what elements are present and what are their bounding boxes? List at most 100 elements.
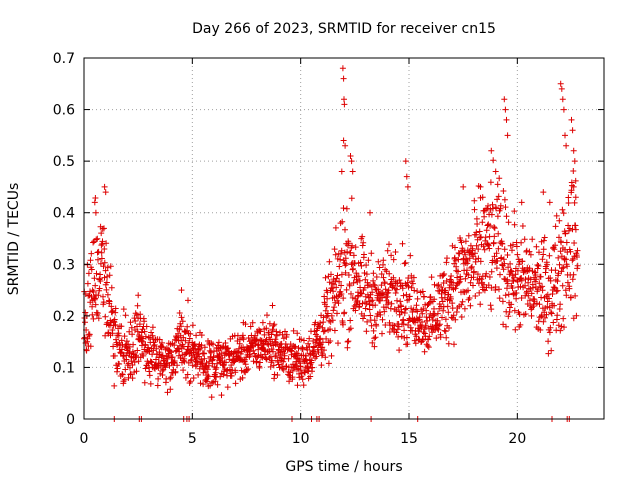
data-point: [379, 330, 385, 337]
data-point: [290, 327, 297, 334]
data-point: [554, 278, 561, 285]
data-point: [518, 239, 525, 246]
data-point: [372, 302, 379, 309]
data-point: [123, 356, 130, 363]
data-point: [452, 285, 459, 292]
data-point: [460, 255, 467, 262]
data-point: [390, 256, 397, 263]
data-point: [412, 340, 419, 347]
data-point: [277, 351, 284, 358]
data-point: [149, 332, 156, 339]
data-point: [561, 324, 567, 331]
data-point: [347, 249, 354, 256]
data-point: [341, 96, 347, 103]
data-point: [493, 265, 500, 272]
data-point: [408, 305, 415, 312]
data-point: [522, 282, 528, 289]
data-point: [195, 371, 202, 378]
data-point: [154, 382, 161, 389]
y-tick-label: 0.1: [53, 360, 75, 376]
data-point: [440, 280, 447, 286]
data-point: [339, 65, 346, 72]
data-point: [484, 241, 491, 248]
data-point: [369, 339, 376, 346]
data-point: [564, 263, 571, 270]
data-point: [352, 244, 359, 251]
data-point: [371, 317, 378, 324]
data-point: [228, 372, 235, 379]
data-point: [426, 333, 433, 340]
data-point: [252, 332, 259, 339]
data-point: [350, 252, 357, 259]
data-point: [398, 303, 405, 310]
data-point: [164, 389, 171, 396]
data-point: [88, 250, 95, 257]
data-point: [485, 282, 492, 289]
data-point: [87, 257, 94, 264]
data-point: [343, 205, 350, 212]
data-point: [108, 303, 115, 310]
data-point: [563, 142, 570, 149]
data-point: [533, 243, 540, 250]
data-point: [338, 282, 345, 289]
data-point: [401, 260, 408, 267]
data-point: [570, 255, 577, 262]
data-point: [381, 308, 388, 315]
data-point: [555, 254, 562, 261]
plot-frame: [83, 57, 605, 420]
data-point: [572, 194, 579, 201]
data-point: [336, 263, 343, 270]
data-point: [470, 253, 477, 260]
data-point: [550, 319, 557, 326]
data-point: [371, 343, 378, 350]
data-point: [335, 300, 342, 307]
x-tick-label: 15: [400, 431, 418, 447]
data-point: [434, 310, 441, 317]
data-point: [403, 334, 410, 341]
data-point: [436, 321, 443, 328]
tick-labels-layer: 0 0.1 0.2 0.3 0.4 0.5 0.6 0.7 0 5 10 15 20: [53, 51, 527, 447]
data-point: [171, 342, 178, 349]
data-point: [268, 331, 275, 338]
x-axis-label: GPS time / hours: [285, 459, 402, 475]
data-point: [443, 334, 450, 341]
data-point: [465, 287, 471, 294]
data-point: [109, 330, 116, 337]
data-point: [491, 253, 498, 260]
data-point: [552, 267, 559, 274]
data-point: [471, 197, 478, 204]
data-point: [136, 321, 143, 328]
data-point: [439, 314, 445, 321]
data-point: [198, 332, 205, 339]
data-point: [539, 287, 546, 294]
data-point: [122, 312, 129, 319]
data-point: [559, 96, 566, 103]
data-point: [535, 263, 542, 269]
data-point: [390, 274, 397, 281]
data-point: [393, 329, 400, 336]
data-point: [500, 188, 507, 194]
data-point: [514, 267, 521, 274]
data-point: [118, 337, 125, 344]
data-point: [328, 312, 335, 319]
data-point: [142, 333, 149, 340]
data-point: [323, 303, 330, 310]
data-point: [213, 364, 220, 371]
data-point: [495, 193, 502, 200]
data-point: [253, 336, 260, 343]
data-point: [527, 251, 534, 258]
data-point: [324, 289, 331, 296]
data-point: [496, 175, 503, 182]
data-point: [541, 234, 548, 241]
data-point: [546, 252, 553, 259]
data-point: [562, 287, 569, 294]
data-point: [323, 313, 330, 320]
data-point: [533, 300, 540, 307]
data-point: [464, 267, 470, 274]
data-point: [398, 309, 405, 315]
data-point: [319, 324, 326, 331]
data-point: [179, 352, 186, 358]
data-point: [96, 285, 103, 292]
data-point: [471, 206, 478, 213]
data-point: [358, 262, 365, 269]
